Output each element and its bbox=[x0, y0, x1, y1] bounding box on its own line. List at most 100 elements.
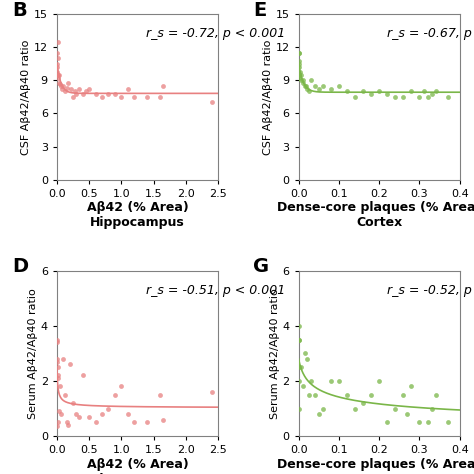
Point bbox=[53, 49, 61, 56]
Point bbox=[111, 391, 118, 399]
Point bbox=[303, 355, 310, 363]
Point bbox=[143, 419, 151, 426]
Point bbox=[58, 82, 65, 90]
Point bbox=[296, 74, 303, 82]
Point bbox=[76, 413, 83, 420]
Point bbox=[295, 49, 302, 56]
Point bbox=[73, 90, 80, 98]
Point bbox=[53, 336, 61, 343]
Point bbox=[335, 82, 343, 90]
Point bbox=[400, 391, 407, 399]
Point bbox=[444, 93, 451, 101]
Point bbox=[53, 68, 61, 75]
Point bbox=[208, 99, 215, 106]
Point bbox=[408, 88, 415, 95]
Point bbox=[392, 405, 399, 412]
Point bbox=[367, 391, 375, 399]
Point bbox=[295, 336, 303, 343]
Point bbox=[424, 93, 431, 101]
Point bbox=[295, 364, 302, 371]
X-axis label: Aβ42 (% Area)
Hippocampus: Aβ42 (% Area) Hippocampus bbox=[87, 201, 188, 229]
Point bbox=[444, 419, 451, 426]
Point bbox=[105, 405, 112, 412]
Point bbox=[130, 93, 138, 101]
Point bbox=[311, 391, 319, 399]
Point bbox=[432, 88, 439, 95]
Point bbox=[85, 413, 93, 420]
Point bbox=[54, 71, 61, 79]
Point bbox=[295, 405, 302, 412]
Point bbox=[55, 79, 63, 86]
Point bbox=[54, 364, 61, 371]
Point bbox=[156, 391, 164, 399]
Point bbox=[392, 93, 399, 101]
Point bbox=[71, 88, 79, 95]
Point bbox=[296, 377, 303, 385]
Point bbox=[295, 336, 302, 343]
Point bbox=[60, 82, 67, 90]
Point bbox=[53, 358, 61, 365]
Point bbox=[375, 377, 383, 385]
Point bbox=[319, 82, 327, 90]
Point bbox=[118, 93, 125, 101]
Point bbox=[403, 410, 411, 418]
Point bbox=[79, 372, 86, 379]
Point bbox=[305, 88, 312, 95]
Point bbox=[343, 391, 351, 399]
Point bbox=[400, 93, 407, 101]
Point bbox=[428, 405, 435, 412]
Point bbox=[58, 85, 66, 93]
Point bbox=[301, 82, 309, 90]
Point bbox=[295, 64, 302, 71]
Point bbox=[327, 377, 335, 385]
Point bbox=[300, 77, 307, 84]
Text: r_s = -0.72, p < 0.001: r_s = -0.72, p < 0.001 bbox=[146, 27, 285, 40]
X-axis label: Dense-core plaques (% Area)
Cortex: Dense-core plaques (% Area) Cortex bbox=[277, 458, 474, 474]
Point bbox=[111, 90, 118, 98]
Point bbox=[383, 90, 391, 98]
Point bbox=[424, 419, 431, 426]
Point bbox=[408, 383, 415, 390]
Point bbox=[64, 79, 72, 86]
Point bbox=[69, 93, 77, 101]
Point bbox=[98, 93, 106, 101]
Point bbox=[351, 93, 359, 101]
Point bbox=[295, 60, 302, 68]
Point bbox=[296, 68, 304, 75]
Point bbox=[359, 88, 367, 95]
Point bbox=[311, 82, 319, 90]
Point bbox=[61, 88, 68, 95]
Point bbox=[56, 383, 64, 390]
Text: G: G bbox=[254, 257, 270, 276]
Point bbox=[53, 64, 61, 71]
Point bbox=[98, 410, 106, 418]
Point bbox=[67, 85, 75, 93]
Point bbox=[58, 410, 65, 418]
Point bbox=[69, 399, 77, 407]
Point bbox=[53, 423, 61, 430]
X-axis label: Dense-core plaques (% Area)
Cortex: Dense-core plaques (% Area) Cortex bbox=[277, 201, 474, 229]
Point bbox=[73, 410, 80, 418]
X-axis label: Aβ42 (% Area)
Hippocampus: Aβ42 (% Area) Hippocampus bbox=[87, 458, 188, 474]
Point bbox=[54, 372, 61, 379]
Point bbox=[55, 408, 63, 415]
Point bbox=[92, 419, 100, 426]
Point bbox=[60, 355, 67, 363]
Point bbox=[335, 377, 343, 385]
Point bbox=[295, 57, 302, 64]
Point bbox=[359, 399, 367, 407]
Point bbox=[302, 82, 310, 90]
Point bbox=[82, 88, 90, 95]
Point bbox=[159, 82, 167, 90]
Point bbox=[307, 77, 315, 84]
Point bbox=[315, 85, 322, 93]
Point bbox=[297, 77, 304, 84]
Point bbox=[319, 405, 327, 412]
Point bbox=[55, 71, 63, 79]
Point bbox=[56, 80, 64, 88]
Point bbox=[55, 374, 62, 382]
Point bbox=[54, 419, 61, 426]
Point bbox=[143, 93, 151, 101]
Point bbox=[63, 419, 70, 426]
Point bbox=[53, 338, 61, 346]
